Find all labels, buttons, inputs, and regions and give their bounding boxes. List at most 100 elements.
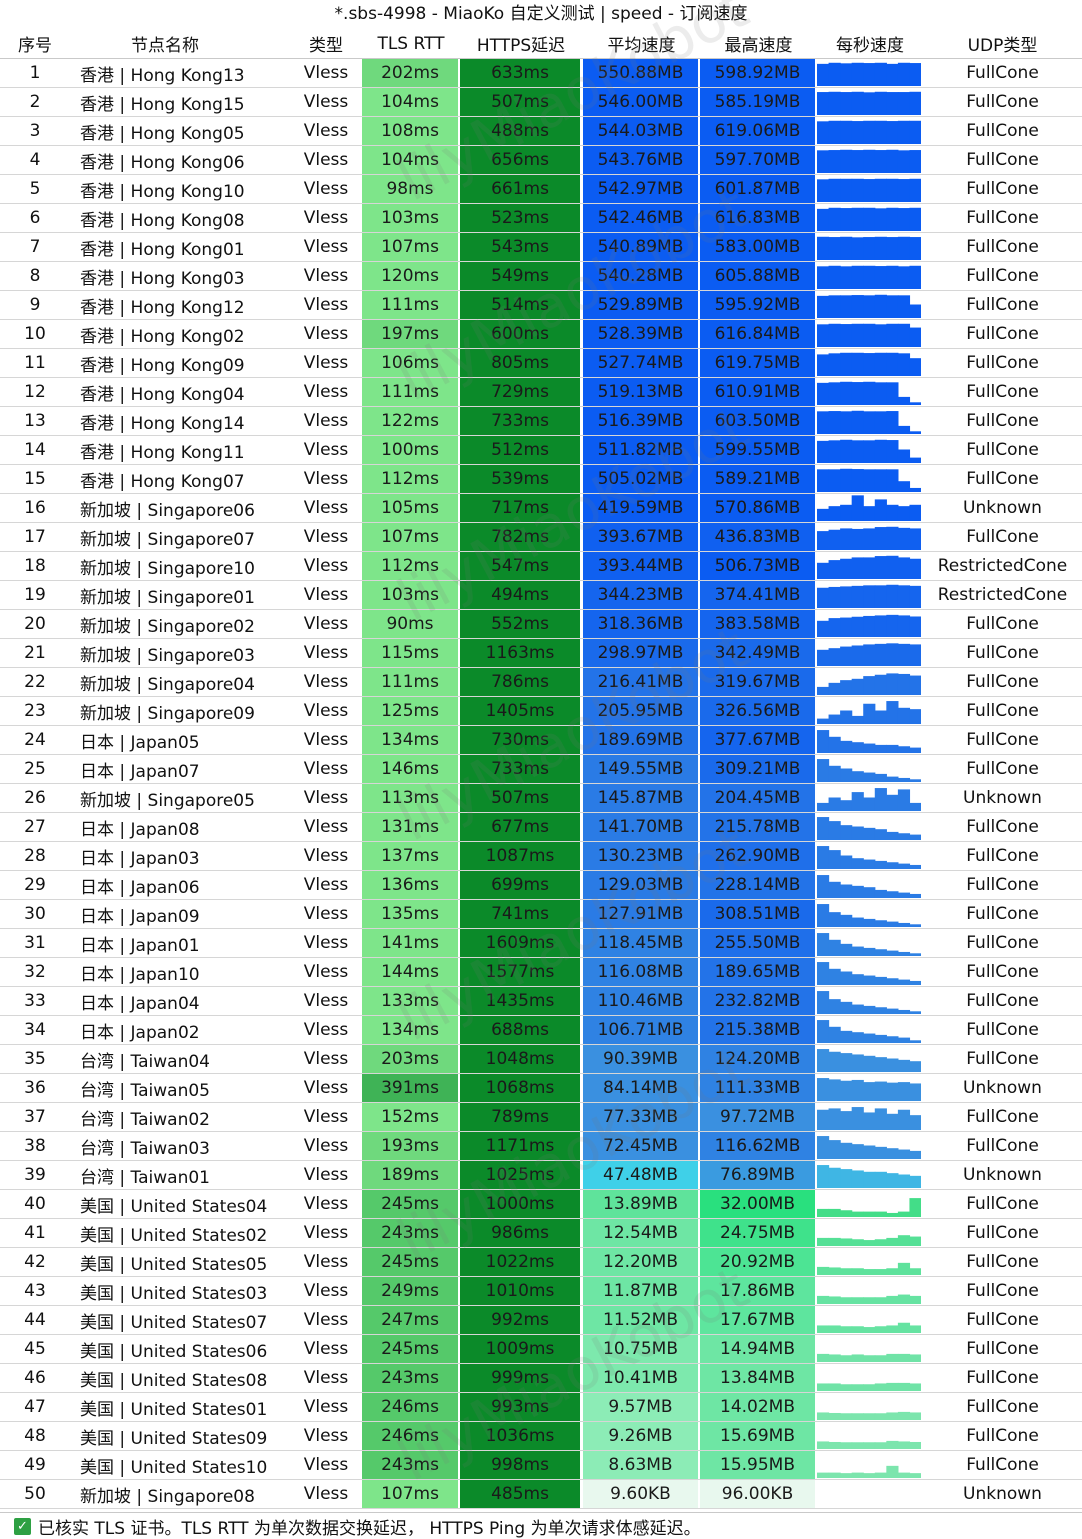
header-per-second[interactable]: 每秒速度 <box>836 36 904 56</box>
sparkline-bar <box>874 889 887 898</box>
table-row[interactable]: 11 香港 | Hong Kong09 Vless 106ms 805ms 527.74M… <box>0 349 1082 378</box>
table-row[interactable]: 2 香港 | Hong Kong15 Vless 104ms 507ms 546.00MB… <box>0 88 1082 117</box>
table-row[interactable]: 41 美国 | United States02 Vless 243ms 986ms 12.… <box>0 1219 1082 1248</box>
https-latency: 633ms <box>460 59 582 87</box>
table-row[interactable]: 25 日本 | Japan07 Vless 146ms 733ms 149.55MB 309… <box>0 755 1082 784</box>
sparkline-bar <box>863 1055 876 1072</box>
avg-speed: 419.59MB <box>583 494 700 522</box>
table-row[interactable]: 10 香港 | Hong Kong02 Vless 197ms 600ms 528.39M… <box>0 320 1082 349</box>
table-row[interactable]: 7 香港 | Hong Kong01 Vless 107ms 543ms 540.89MB… <box>0 233 1082 262</box>
header-udp-type[interactable]: UDP类型 <box>967 36 1038 56</box>
table-row[interactable]: 23 新加坡 | Singapore09 Vless 125ms 1405ms 205.9… <box>0 697 1082 726</box>
table-row[interactable]: 22 新加坡 | Singapore04 Vless 111ms 786ms 216.41… <box>0 668 1082 697</box>
table-row[interactable]: 12 香港 | Hong Kong04 Vless 111ms 729ms 519.13M… <box>0 378 1082 407</box>
udp-type: FullCone <box>966 411 1039 431</box>
table-row[interactable]: 50 新加坡 | Singapore08 Vless 107ms 485ms 9.60KB… <box>0 1480 1082 1509</box>
table-row[interactable]: 38 台湾 | Taiwan03 Vless 193ms 1171ms 72.45MB 11… <box>0 1132 1082 1161</box>
sparkline-bar <box>874 1269 887 1275</box>
row-index: 47 <box>24 1397 46 1417</box>
table-row[interactable]: 26 新加坡 | Singapore05 Vless 113ms 507ms 145.87… <box>0 784 1082 813</box>
table-row[interactable]: 46 美国 | United States08 Vless 243ms 999ms 10.… <box>0 1364 1082 1393</box>
node-name: 美国 | United States08 <box>80 1370 268 1391</box>
table-row[interactable]: 34 日本 | Japan02 Vless 134ms 688ms 106.71MB 215… <box>0 1016 1082 1045</box>
sparkline-bar <box>840 1268 853 1275</box>
header-type[interactable]: 类型 <box>309 36 343 56</box>
table-row[interactable]: 6 香港 | Hong Kong08 Vless 103ms 523ms 542.46MB… <box>0 204 1082 233</box>
sparkline-bar <box>909 1011 921 1014</box>
sparkline-bar <box>851 352 864 376</box>
table-row[interactable]: 32 日本 | Japan10 Vless 144ms 1577ms 116.08MB 18… <box>0 958 1082 987</box>
per-second-speed-chart <box>817 1103 923 1131</box>
sparkline-bar <box>828 714 841 724</box>
table-row[interactable]: 13 香港 | Hong Kong14 Vless 122ms 733ms 516.39M… <box>0 407 1082 436</box>
table-row[interactable]: 28 日本 | Japan03 Vless 137ms 1087ms 130.23MB 26… <box>0 842 1082 871</box>
per-second-speed-chart <box>817 726 923 754</box>
table-row[interactable]: 42 美国 | United States05 Vless 245ms 1022ms 12… <box>0 1248 1082 1277</box>
header-node-name[interactable]: 节点名称 <box>131 36 199 56</box>
max-speed: 189.65MB <box>700 958 817 986</box>
table-row[interactable]: 30 日本 | Japan09 Vless 135ms 741ms 127.91MB 308… <box>0 900 1082 929</box>
sparkline <box>817 381 921 405</box>
table-row[interactable]: 29 日本 | Japan06 Vless 136ms 699ms 129.03MB 228… <box>0 871 1082 900</box>
sparkline-bar <box>828 1079 841 1101</box>
table-row[interactable]: 33 日本 | Japan04 Vless 133ms 1435ms 110.46MB 23… <box>0 987 1082 1016</box>
per-second-speed-chart <box>817 291 923 319</box>
table-row[interactable]: 1 香港 | Hong Kong13 Vless 202ms 633ms 550.88MB… <box>0 59 1082 88</box>
udp-type: FullCone <box>966 121 1039 141</box>
sparkline-bar <box>840 92 853 115</box>
table-row[interactable]: 31 日本 | Japan01 Vless 141ms 1609ms 118.45MB 25… <box>0 929 1082 958</box>
table-row[interactable]: 43 美国 | United States03 Vless 249ms 1010ms 11… <box>0 1277 1082 1306</box>
table-row[interactable]: 18 新加坡 | Singapore10 Vless 112ms 547ms 393.44… <box>0 552 1082 581</box>
table-row[interactable]: 17 新加坡 | Singapore07 Vless 107ms 782ms 393.67… <box>0 523 1082 552</box>
table-row[interactable]: 49 美国 | United States10 Vless 243ms 998ms 8.6… <box>0 1451 1082 1480</box>
tls-rtt: 247ms <box>362 1306 460 1334</box>
table-row[interactable]: 44 美国 | United States07 Vless 247ms 992ms 11.… <box>0 1306 1082 1335</box>
table-row[interactable]: 37 台湾 | Taiwan02 Vless 152ms 789ms 77.33MB 97.… <box>0 1103 1082 1132</box>
https-latency: 507ms <box>460 784 582 812</box>
sparkline-bar <box>863 887 876 898</box>
https-latency: 741ms <box>460 900 582 928</box>
table-row[interactable]: 15 香港 | Hong Kong07 Vless 112ms 539ms 505.02M… <box>0 465 1082 494</box>
sparkline-bar <box>817 179 830 202</box>
table-row[interactable]: 5 香港 | Hong Kong10 Vless 98ms 661ms 542.97MB 6… <box>0 175 1082 204</box>
table-row[interactable]: 40 美国 | United States04 Vless 245ms 1000ms 13… <box>0 1190 1082 1219</box>
table-row[interactable]: 9 香港 | Hong Kong12 Vless 111ms 514ms 529.89MB… <box>0 291 1082 320</box>
https-latency: 782ms <box>460 523 582 551</box>
sparkline-bar <box>863 149 876 173</box>
sparkline <box>817 555 921 579</box>
table-row[interactable]: 8 香港 | Hong Kong03 Vless 120ms 549ms 540.28MB… <box>0 262 1082 291</box>
table-row[interactable]: 3 香港 | Hong Kong05 Vless 108ms 488ms 544.03MB… <box>0 117 1082 146</box>
tls-rtt: 246ms <box>362 1422 460 1450</box>
sparkline-bar <box>828 1140 841 1159</box>
sparkline <box>817 1165 921 1188</box>
table-row[interactable]: 19 新加坡 | Singapore01 Vless 103ms 494ms 344.23… <box>0 581 1082 610</box>
table-row[interactable]: 21 新加坡 | Singapore03 Vless 115ms 1163ms 298.9… <box>0 639 1082 668</box>
table-row[interactable]: 48 美国 | United States09 Vless 246ms 1036ms 9.… <box>0 1422 1082 1451</box>
header-avg-speed[interactable]: 平均速度 <box>607 36 676 56</box>
row-index: 32 <box>24 962 46 982</box>
node-type: Vless <box>303 411 349 431</box>
table-row[interactable]: 16 新加坡 | Singapore06 Vless 105ms 717ms 419.59… <box>0 494 1082 523</box>
sparkline-bar <box>840 1210 853 1217</box>
header-https-latency[interactable]: HTTPS延迟 <box>476 36 566 56</box>
sparkline-bar <box>840 710 853 724</box>
sparkline <box>817 178 921 202</box>
table-row[interactable]: 24 日本 | Japan05 Vless 134ms 730ms 189.69MB 377… <box>0 726 1082 755</box>
node-type: Vless <box>303 440 349 460</box>
table-row[interactable]: 45 美国 | United States06 Vless 245ms 1009ms 10… <box>0 1335 1082 1364</box>
table-row[interactable]: 39 台湾 | Taiwan01 Vless 189ms 1025ms 47.48MB 76… <box>0 1161 1082 1190</box>
sparkline-bar <box>840 295 853 318</box>
sparkline-bar <box>851 1170 864 1188</box>
table-row[interactable]: 14 香港 | Hong Kong11 Vless 100ms 512ms 511.82M… <box>0 436 1082 465</box>
header-index[interactable]: 序号 <box>18 36 52 56</box>
table-row[interactable]: 4 香港 | Hong Kong06 Vless 104ms 656ms 543.76MB… <box>0 146 1082 175</box>
tls-rtt: 141ms <box>362 929 460 957</box>
header-tls-rtt[interactable]: TLS RTT <box>377 33 445 54</box>
table-row[interactable]: 20 新加坡 | Singapore02 Vless 90ms 552ms 318.36M… <box>0 610 1082 639</box>
table-row[interactable]: 36 台湾 | Taiwan05 Vless 391ms 1068ms 84.14MB 11… <box>0 1074 1082 1103</box>
table-row[interactable]: 27 日本 | Japan08 Vless 131ms 677ms 141.70MB 215… <box>0 813 1082 842</box>
table-row[interactable]: 47 美国 | United States01 Vless 246ms 993ms 9.5… <box>0 1393 1082 1422</box>
header-max-speed[interactable]: 最高速度 <box>724 36 793 56</box>
table-row[interactable]: 35 台湾 | Taiwan04 Vless 203ms 1048ms 90.39MB 12… <box>0 1045 1082 1074</box>
sparkline-bar <box>886 207 899 231</box>
